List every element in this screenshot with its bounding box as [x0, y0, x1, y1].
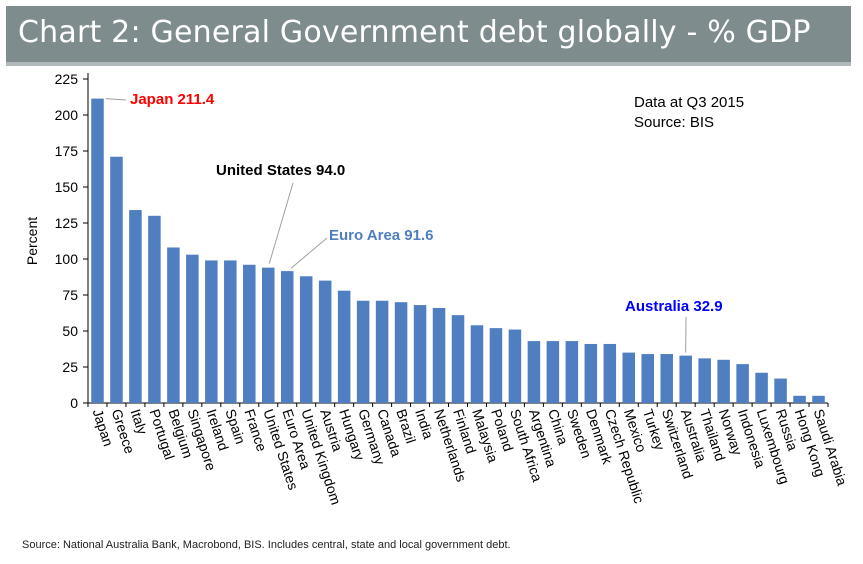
bar	[318, 280, 332, 403]
info-text: Data at Q3 2015	[634, 94, 744, 111]
source-footnote: Source: National Australia Bank, Macrobo…	[22, 539, 511, 551]
bar	[224, 260, 237, 403]
bar	[91, 98, 104, 404]
bar	[243, 264, 256, 403]
bar	[299, 276, 313, 403]
bar	[280, 271, 294, 403]
bar	[774, 378, 787, 403]
annotation-label: Euro Area 91.6	[329, 227, 434, 244]
y-tick-label: 75	[62, 287, 78, 303]
annotation-label: United States 94.0	[216, 162, 345, 179]
y-tick-label: 100	[55, 251, 79, 267]
annotation-leader	[105, 98, 127, 101]
bar	[148, 215, 161, 403]
bar	[451, 315, 465, 403]
bar	[261, 267, 275, 403]
info-text: Source: BIS	[634, 114, 714, 131]
bar	[186, 254, 199, 403]
bar	[546, 341, 560, 403]
bar	[736, 364, 749, 403]
bar	[812, 395, 825, 403]
y-tick-label: 175	[55, 143, 79, 159]
bar-chart: 0255075100125150175200225PercentJapanGre…	[24, 71, 850, 507]
bar	[660, 354, 673, 403]
annotation-leader	[290, 237, 328, 269]
bar	[470, 325, 484, 403]
bar	[603, 343, 617, 403]
bar	[375, 300, 389, 403]
chart-title: Chart 2: General Government debt globall…	[18, 15, 811, 50]
annotation-label: Japan 211.4	[130, 91, 215, 108]
bar	[565, 341, 579, 403]
bar	[110, 156, 123, 403]
bar	[356, 300, 370, 403]
bar	[679, 355, 692, 403]
y-tick-label: 200	[55, 107, 79, 123]
bar	[527, 341, 541, 403]
y-tick-label: 125	[55, 215, 79, 231]
header-divider	[6, 62, 851, 66]
chart-header: Chart 2: General Government debt globall…	[6, 6, 851, 66]
annotation-leader	[268, 182, 294, 264]
bar	[508, 329, 522, 403]
bar	[622, 352, 636, 403]
bar	[717, 359, 730, 403]
bar	[337, 290, 351, 403]
bar	[755, 372, 768, 403]
annotation-label: Australia 32.9	[625, 298, 723, 315]
bar	[394, 302, 408, 403]
bar	[432, 307, 446, 403]
y-tick-label: 0	[70, 395, 78, 411]
y-tick-label: 50	[62, 323, 78, 339]
y-axis-title: Percent	[24, 217, 40, 265]
y-tick-label: 25	[62, 359, 78, 375]
bar	[205, 260, 218, 403]
bar	[793, 395, 806, 403]
bar	[584, 343, 598, 403]
x-category-label: Italy	[128, 407, 151, 436]
bar	[167, 247, 180, 403]
bar	[489, 328, 503, 403]
bar	[413, 305, 427, 403]
bar	[698, 358, 711, 403]
y-tick-label: 225	[55, 71, 79, 87]
bar	[641, 354, 655, 403]
y-tick-label: 150	[55, 179, 79, 195]
bar	[129, 210, 142, 403]
